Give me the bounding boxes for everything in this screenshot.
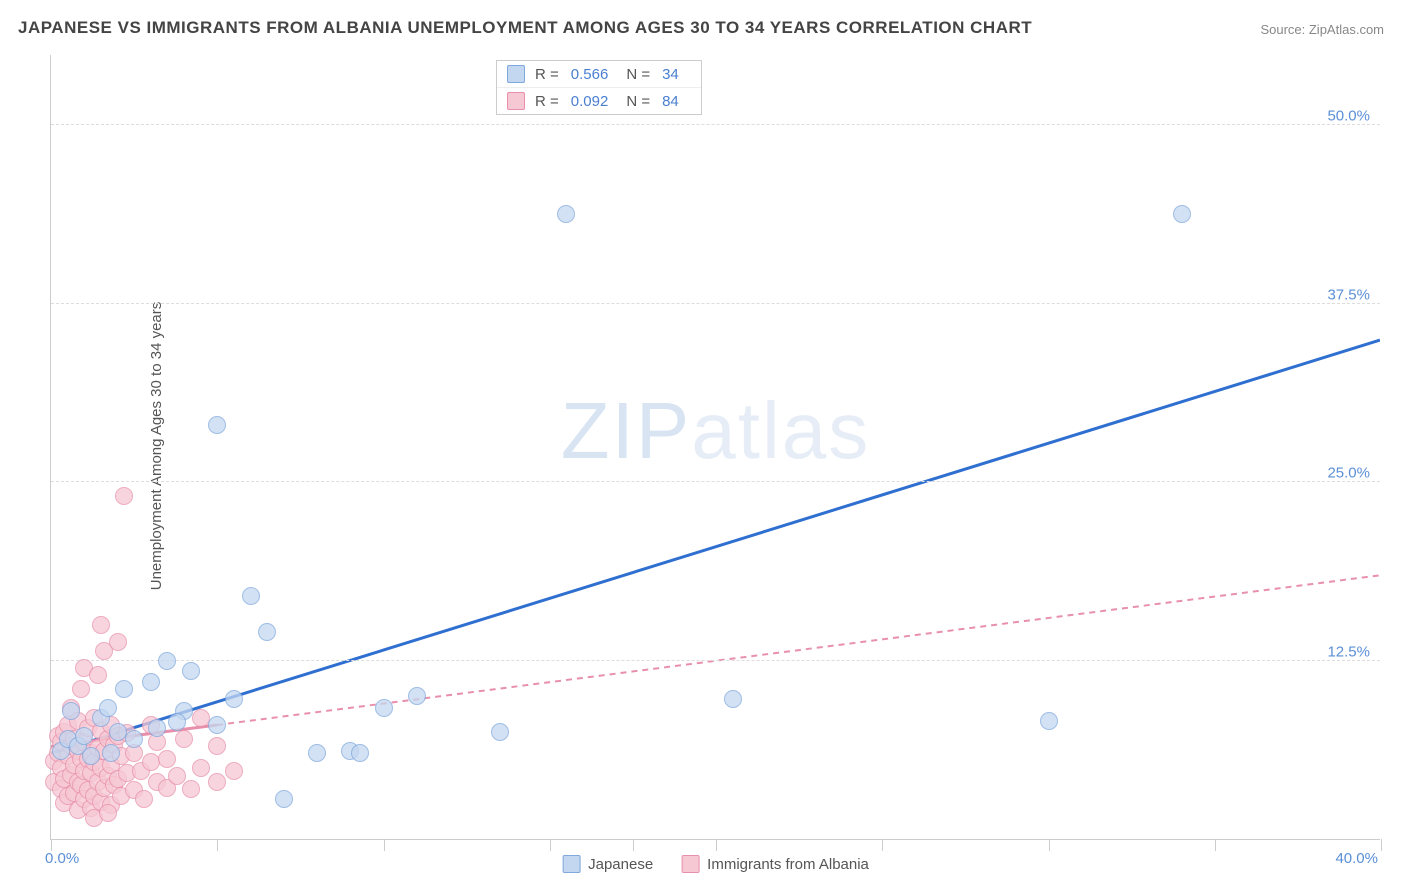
scatter-point <box>308 744 326 762</box>
scatter-point <box>92 616 110 634</box>
scatter-point <box>158 652 176 670</box>
legend-label: Japanese <box>588 856 653 873</box>
y-tick-label: 37.5% <box>1327 286 1370 303</box>
scatter-point <box>208 773 226 791</box>
x-tick-label-max: 40.0% <box>1335 850 1378 867</box>
scatter-point <box>408 687 426 705</box>
scatter-point <box>102 744 120 762</box>
legend-swatch <box>681 855 699 873</box>
scatter-point <box>491 723 509 741</box>
y-tick-label: 50.0% <box>1327 108 1370 125</box>
scatter-point <box>115 680 133 698</box>
legend-item: Japanese <box>562 855 653 873</box>
scatter-point <box>208 416 226 434</box>
watermark-bold: ZIP <box>561 386 691 475</box>
watermark-text: ZIPatlas <box>561 385 870 477</box>
scatter-point <box>125 730 143 748</box>
scatter-point <box>242 587 260 605</box>
x-tick-mark <box>716 839 717 851</box>
scatter-point <box>109 633 127 651</box>
legend-swatch <box>562 855 580 873</box>
y-tick-label: 12.5% <box>1327 643 1370 660</box>
stat-r-value: 0.566 <box>571 66 609 83</box>
scatter-point <box>158 750 176 768</box>
y-tick-label: 25.0% <box>1327 465 1370 482</box>
scatter-point <box>192 709 210 727</box>
scatter-point <box>557 205 575 223</box>
scatter-point <box>142 753 160 771</box>
scatter-point <box>75 727 93 745</box>
scatter-point <box>62 702 80 720</box>
stat-n-label: N = <box>626 66 650 83</box>
x-tick-label-min: 0.0% <box>45 850 79 867</box>
watermark-light: atlas <box>691 386 870 475</box>
scatter-point <box>724 690 742 708</box>
scatter-point <box>182 780 200 798</box>
stat-r-label: R = <box>535 66 559 83</box>
scatter-point <box>275 790 293 808</box>
gridline-horizontal <box>51 481 1380 482</box>
scatter-point <box>225 762 243 780</box>
x-tick-mark <box>550 839 551 851</box>
scatter-point <box>99 804 117 822</box>
scatter-point <box>208 716 226 734</box>
scatter-point <box>192 759 210 777</box>
stat-r-label: R = <box>535 93 559 110</box>
scatter-point <box>99 699 117 717</box>
x-tick-mark <box>217 839 218 851</box>
scatter-point <box>109 723 127 741</box>
stats-row: R = 0.092 N = 84 <box>497 87 701 114</box>
stat-n-value: 34 <box>662 66 679 83</box>
scatter-point <box>1173 205 1191 223</box>
stat-r-value: 0.092 <box>571 93 609 110</box>
x-tick-mark <box>1381 839 1382 851</box>
scatter-point <box>148 719 166 737</box>
scatter-point <box>1040 712 1058 730</box>
stat-n-label: N = <box>626 93 650 110</box>
gridline-horizontal <box>51 303 1380 304</box>
x-tick-mark <box>882 839 883 851</box>
scatter-point <box>208 737 226 755</box>
scatter-point <box>135 790 153 808</box>
scatter-point <box>115 487 133 505</box>
stat-n-value: 84 <box>662 93 679 110</box>
scatter-point <box>375 699 393 717</box>
scatter-point <box>258 623 276 641</box>
x-tick-mark <box>1049 839 1050 851</box>
source-attribution: Source: ZipAtlas.com <box>1260 22 1384 37</box>
gridline-horizontal <box>51 660 1380 661</box>
scatter-point <box>225 690 243 708</box>
scatter-plot-area: ZIPatlas R =0.566N =34R =0.092N =84 Japa… <box>50 55 1380 840</box>
stats-row: R = 0.566 N = 34 <box>497 61 701 87</box>
scatter-point <box>142 673 160 691</box>
scatter-point <box>168 713 186 731</box>
scatter-point <box>175 730 193 748</box>
gridline-horizontal <box>51 124 1380 125</box>
x-tick-mark <box>384 839 385 851</box>
legend-swatch <box>507 65 525 83</box>
scatter-point <box>351 744 369 762</box>
scatter-point <box>89 666 107 684</box>
scatter-point <box>82 747 100 765</box>
scatter-point <box>182 662 200 680</box>
legend-item: Immigrants from Albania <box>681 855 869 873</box>
x-tick-mark <box>633 839 634 851</box>
trend-lines <box>51 55 1380 839</box>
chart-title: JAPANESE VS IMMIGRANTS FROM ALBANIA UNEM… <box>18 18 1032 38</box>
legend-swatch <box>507 92 525 110</box>
scatter-point <box>72 680 90 698</box>
legend-label: Immigrants from Albania <box>707 856 869 873</box>
correlation-stats-box: R = 0.566 N = 34 R = 0.092 N = 84 <box>496 60 702 115</box>
series-legend: Japanese Immigrants from Albania <box>562 855 869 873</box>
x-tick-mark <box>1215 839 1216 851</box>
